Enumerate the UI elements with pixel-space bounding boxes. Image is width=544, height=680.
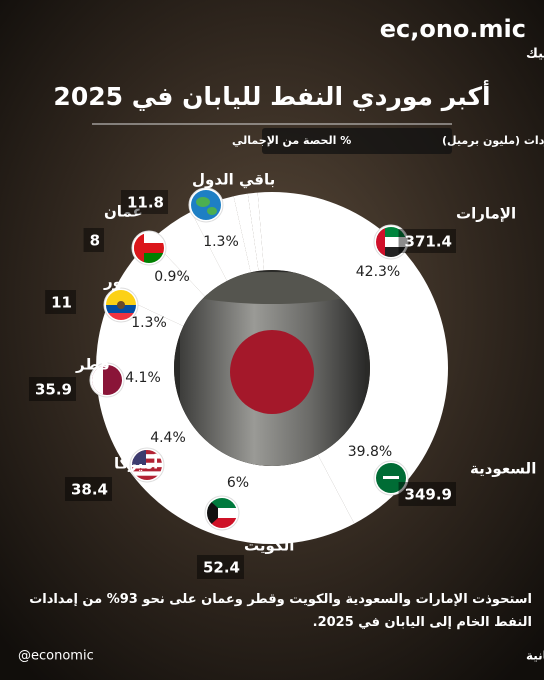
volume-box bbox=[120, 190, 168, 214]
flag bbox=[191, 190, 221, 220]
flag-band bbox=[132, 462, 162, 468]
flag-icon bbox=[373, 224, 409, 260]
flag-icon bbox=[129, 447, 165, 483]
flag-band bbox=[196, 197, 210, 207]
flag-band bbox=[132, 458, 162, 463]
flag bbox=[376, 463, 406, 493]
category-label: عمان bbox=[104, 203, 143, 221]
volume-label: 35.9 bbox=[35, 381, 72, 399]
share-label: 4.1% bbox=[125, 370, 161, 386]
flag-band bbox=[132, 467, 162, 472]
flag-band bbox=[132, 471, 162, 476]
header-box bbox=[262, 128, 452, 154]
flag-icon bbox=[373, 460, 409, 496]
category-label: أميركا bbox=[114, 454, 158, 473]
category-label: قطر bbox=[75, 356, 110, 374]
handle: @economic bbox=[18, 649, 94, 664]
flag bbox=[106, 290, 136, 320]
flag-band bbox=[207, 518, 237, 528]
brand-name-ar: إيكونوميك bbox=[526, 47, 544, 62]
volume-box bbox=[398, 229, 456, 253]
flag-icon bbox=[103, 287, 139, 323]
volume-box bbox=[64, 477, 112, 501]
series-header: % الحصة من الإجمالي bbox=[232, 134, 351, 147]
source: المصدر: وزارة الاقتصاد والتجارة والصناعة… bbox=[526, 649, 544, 664]
flag-icon bbox=[204, 495, 240, 531]
category-label: باقي الدول bbox=[192, 171, 275, 189]
flag-band bbox=[207, 498, 237, 508]
series-header: حجم الواردات (مليون برميل) bbox=[442, 134, 544, 147]
donut-segment bbox=[272, 192, 449, 524]
donut-segment bbox=[95, 292, 355, 545]
share-label: 42.3% bbox=[356, 264, 400, 280]
category-label: الكويت bbox=[244, 537, 294, 555]
flag bbox=[376, 227, 406, 257]
flag-band bbox=[92, 365, 103, 395]
donut-segment bbox=[233, 193, 259, 273]
flag-band bbox=[376, 237, 406, 247]
flag-band bbox=[132, 475, 162, 480]
flag-icon bbox=[89, 362, 125, 398]
flag-band bbox=[106, 313, 136, 320]
flag-band bbox=[132, 454, 162, 459]
donut-segment bbox=[257, 192, 272, 271]
chart-title: أكبر موردي النفط لليابان في 2025 bbox=[53, 80, 490, 112]
volume-box bbox=[45, 290, 76, 314]
center-image bbox=[174, 270, 370, 466]
share-label: 0.9% bbox=[154, 269, 190, 285]
flag-band bbox=[376, 227, 385, 257]
volume-label: 8 bbox=[90, 232, 100, 250]
category-label: الإكوادور bbox=[103, 273, 169, 291]
flag bbox=[134, 233, 164, 263]
brand-name: ec,ono.mic bbox=[380, 15, 526, 43]
flag-band bbox=[106, 290, 136, 305]
flag-band bbox=[134, 253, 164, 263]
flag bbox=[92, 365, 122, 395]
volume-label: 52.4 bbox=[203, 559, 240, 577]
share-label: 1.3% bbox=[131, 315, 167, 331]
share-label: 6% bbox=[227, 475, 249, 491]
volume-box bbox=[83, 228, 104, 252]
share-label: 39.8% bbox=[348, 444, 392, 460]
category-label: السعودية bbox=[470, 460, 536, 478]
volume-label: 38.4 bbox=[71, 481, 108, 499]
flag-band bbox=[383, 476, 399, 479]
flag-band bbox=[207, 498, 218, 528]
category-label: الإمارات bbox=[456, 205, 516, 223]
volume-label: 349.9 bbox=[405, 486, 452, 504]
flag-band bbox=[134, 233, 164, 243]
share-label: 4.4% bbox=[150, 430, 186, 446]
volume-box bbox=[196, 555, 244, 579]
volume-box bbox=[398, 482, 456, 506]
flag-band bbox=[376, 247, 406, 257]
flag-band bbox=[117, 301, 125, 309]
flag-band bbox=[207, 207, 217, 215]
flag bbox=[132, 450, 162, 480]
donut-segment bbox=[112, 239, 205, 327]
volume-label: 11 bbox=[51, 294, 72, 312]
volume-label: 11.8 bbox=[127, 194, 164, 212]
flag-icon bbox=[131, 230, 167, 266]
donut-segment bbox=[247, 192, 265, 271]
flag-band bbox=[134, 233, 144, 263]
flag-band bbox=[132, 450, 162, 455]
volume-box bbox=[28, 377, 76, 401]
flag-band bbox=[134, 243, 164, 253]
volume-label: 371.4 bbox=[405, 233, 452, 251]
share-label: 1.3% bbox=[203, 234, 239, 250]
note: استحوذت الإمارات والسعودية والكويت وقطر … bbox=[29, 592, 532, 630]
donut-segment bbox=[151, 211, 228, 297]
flag-icon bbox=[188, 187, 224, 223]
flag-band bbox=[376, 227, 406, 237]
flag bbox=[207, 498, 237, 528]
flag-band bbox=[207, 508, 237, 518]
